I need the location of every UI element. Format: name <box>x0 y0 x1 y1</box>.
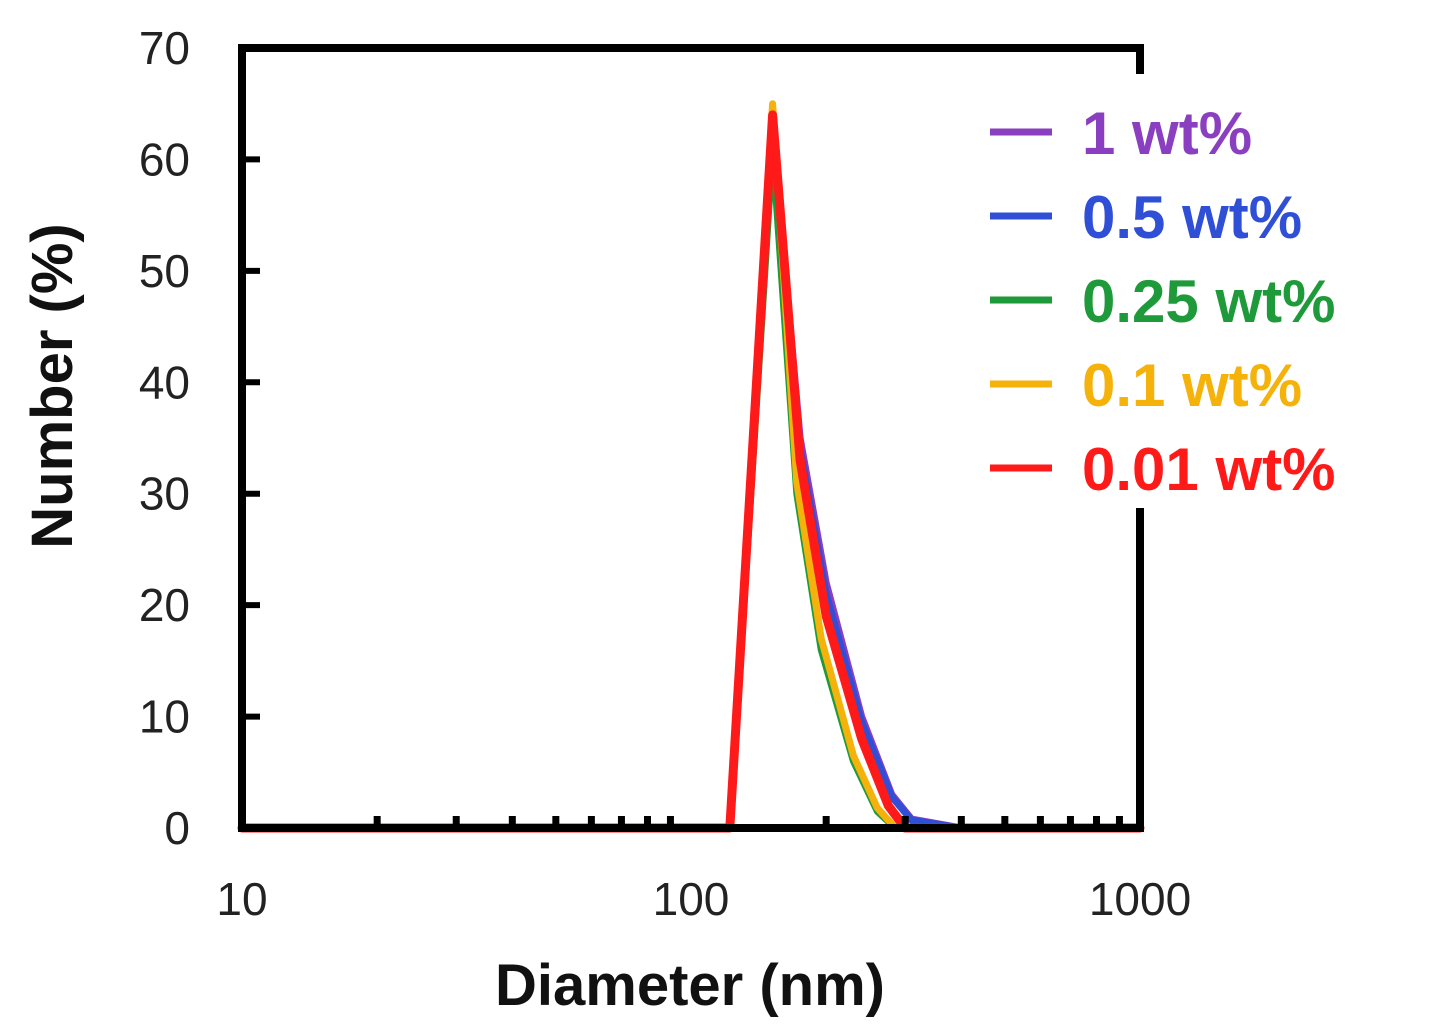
legend-label: 1 wt% <box>1082 100 1252 167</box>
y-tick-label: 60 <box>139 133 190 185</box>
legend-label: 0.5 wt% <box>1082 184 1302 251</box>
series-line <box>238 133 1144 832</box>
legend-label: 0.1 wt% <box>1082 352 1302 419</box>
y-axis-title: Number (%) <box>20 223 85 548</box>
series-line <box>237 110 1145 833</box>
series-line <box>238 122 1144 832</box>
legend-label: 0.25 wt% <box>1082 268 1335 335</box>
y-tick-label: 40 <box>139 356 190 408</box>
x-axis-title: Diameter (nm) <box>495 953 885 1018</box>
x-tick-label: 100 <box>653 873 730 925</box>
y-tick-label: 70 <box>139 22 190 74</box>
legend-label: 0.01 wt% <box>1082 436 1335 503</box>
x-tick-label: 1000 <box>1089 873 1191 925</box>
y-tick-label: 20 <box>139 579 190 631</box>
legend: 1 wt% 0.5 wt% 0.25 wt% 0.1 wt% 0.01 wt% <box>990 100 1335 503</box>
y-tick-label: 50 <box>139 245 190 297</box>
series-line <box>238 144 1144 832</box>
y-tick-label: 10 <box>139 691 190 743</box>
axes: 0 10 20 30 40 50 60 70 10 100 1000 <box>139 22 1191 925</box>
plot-area <box>237 100 1145 833</box>
y-tick-label: 0 <box>164 802 190 854</box>
x-tick-label: 10 <box>216 873 267 925</box>
y-tick-label: 30 <box>139 468 190 520</box>
